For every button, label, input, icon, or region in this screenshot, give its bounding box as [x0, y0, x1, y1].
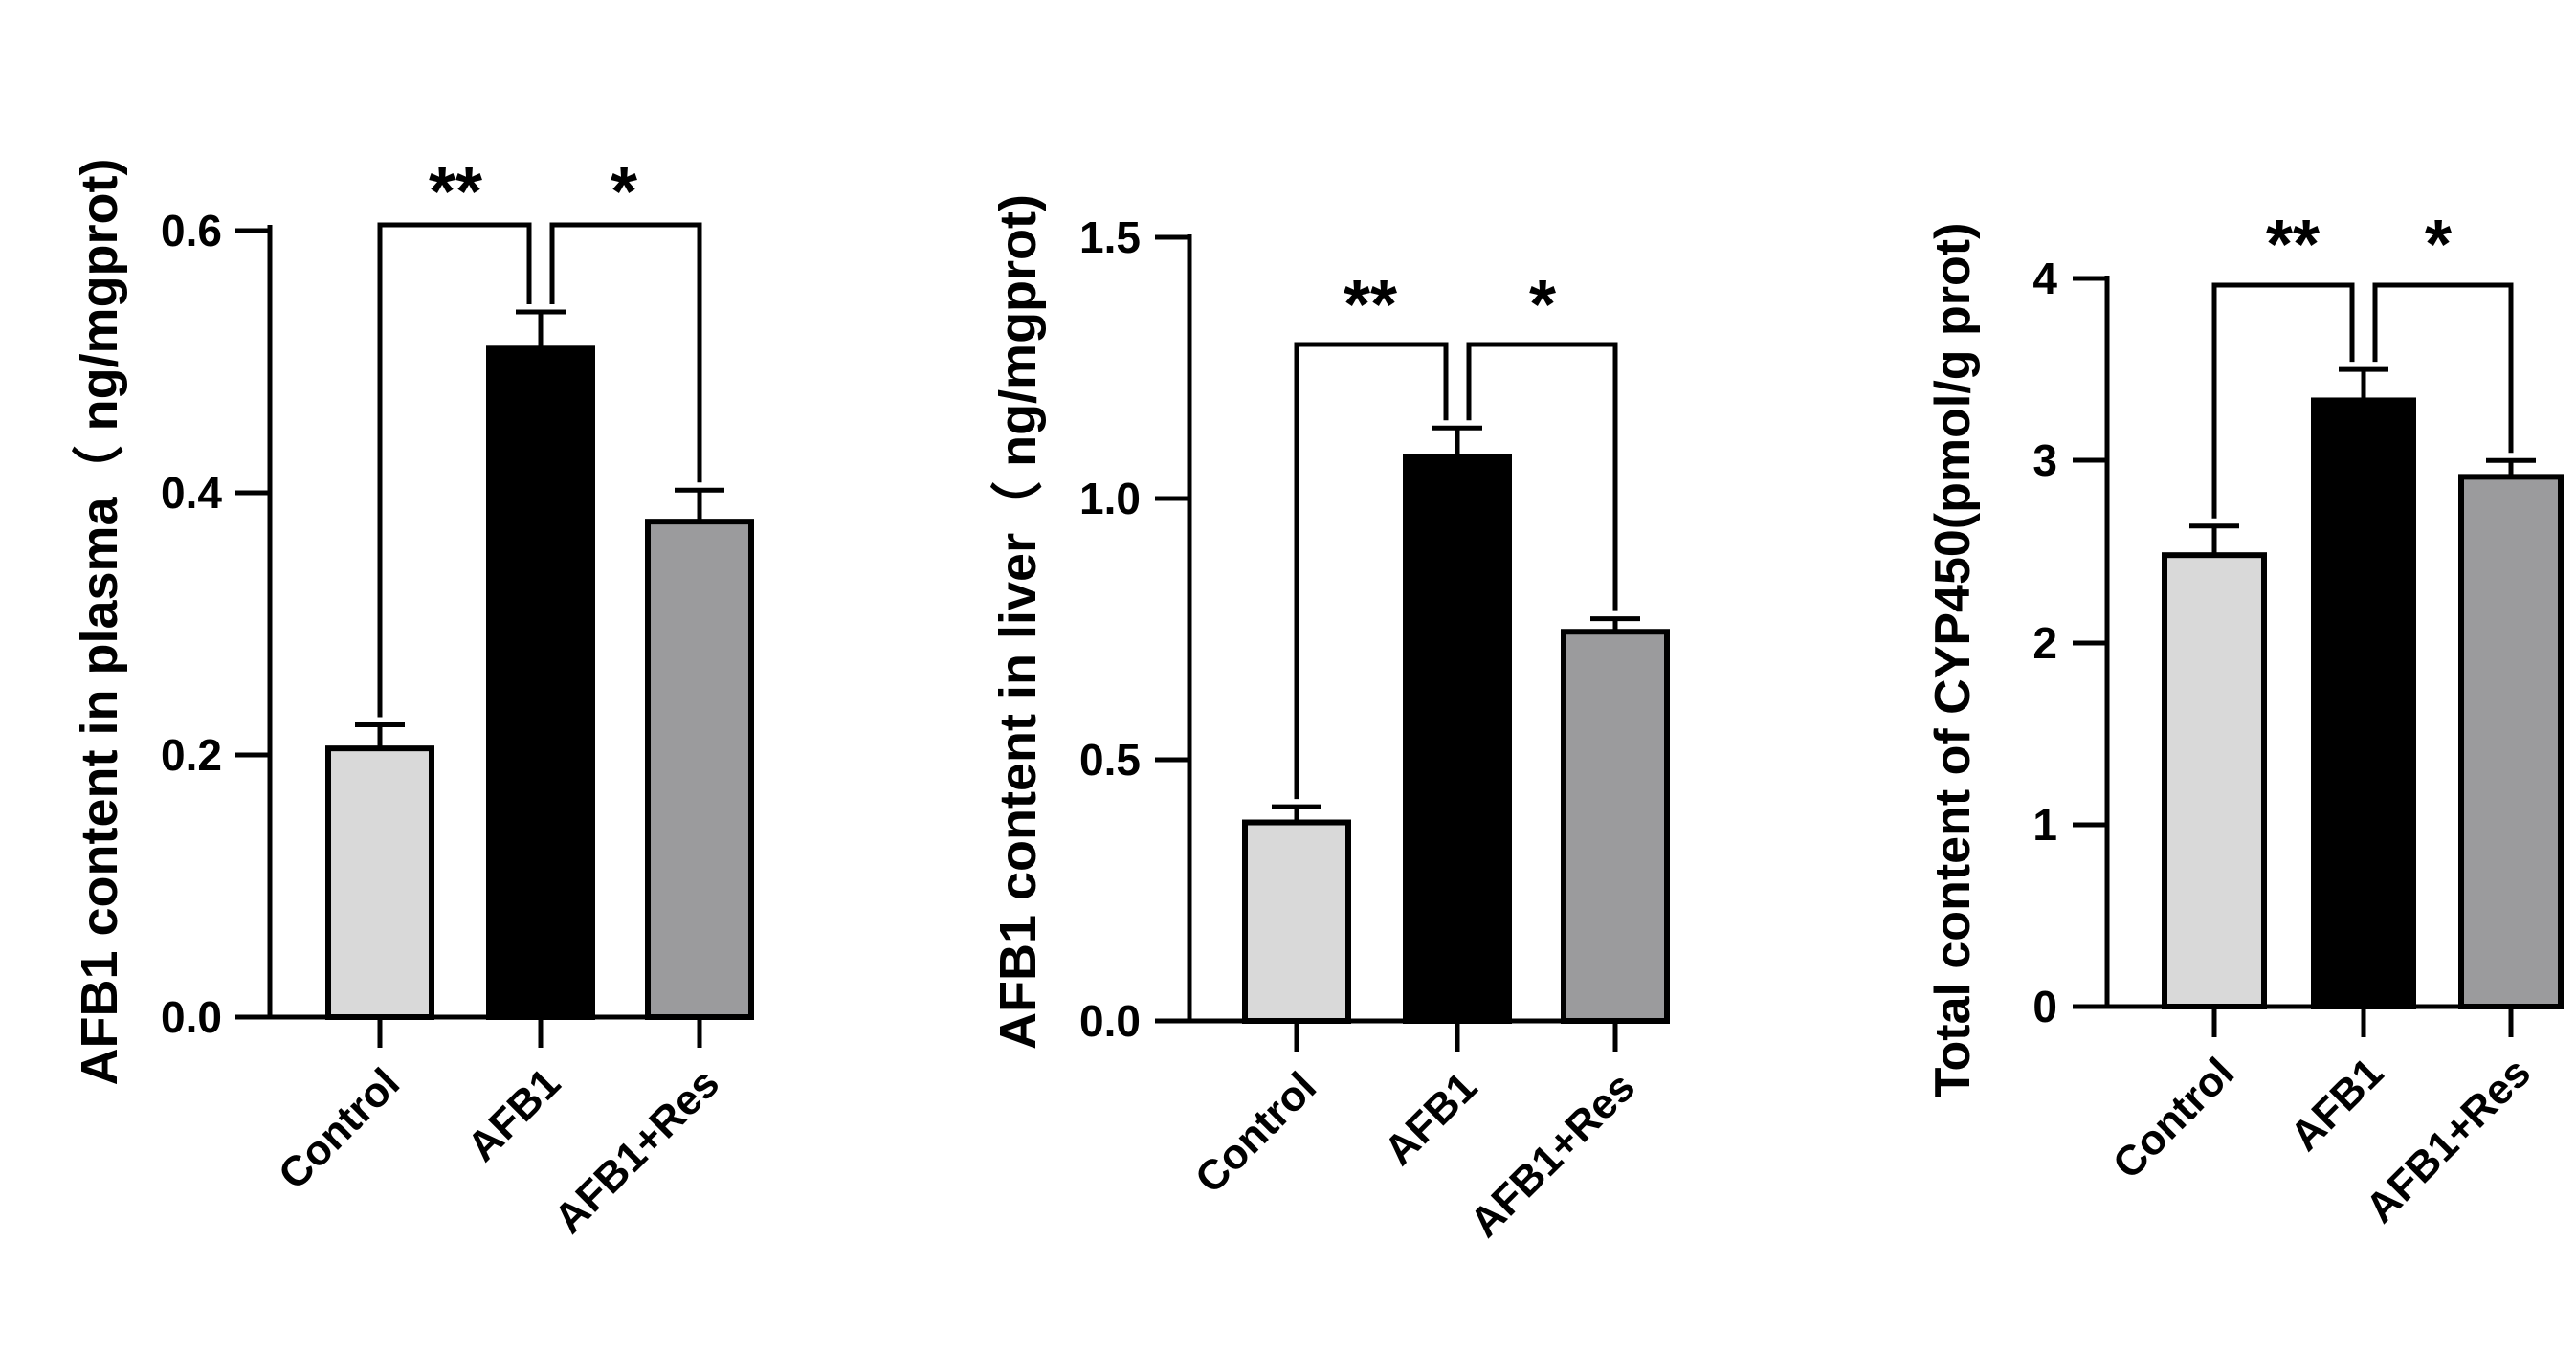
- significance-bracket: [1466, 342, 1618, 611]
- y-tick-labels: 0.0 0.5 1.0 1.5: [1079, 212, 1141, 1046]
- x-axis: [270, 1014, 708, 1048]
- y-tick-label: 3: [2032, 435, 2057, 485]
- bar-afb1-res: [645, 519, 754, 1020]
- x-tick-label: AFB1+Res: [1461, 1063, 1644, 1246]
- y-tick-label: 0.4: [161, 468, 222, 518]
- significance-label: *: [2425, 207, 2452, 283]
- y-axis: [235, 225, 273, 1020]
- chart-panel-cyp450: 0 1 2 3 4 Total content of CYP450(pmol/g…: [1925, 207, 2564, 1232]
- y-tick-label: 2: [2032, 618, 2057, 668]
- y-tick-label: 1.0: [1079, 474, 1141, 523]
- y-axis-label: AFB1 content in liver（ ng/mgprot): [989, 194, 1047, 1050]
- x-tick-label: Control: [270, 1059, 409, 1198]
- y-tick-label: 0.2: [161, 730, 222, 780]
- significance-label: *: [611, 154, 637, 231]
- bar-marks: [2162, 282, 2564, 1009]
- significance-label: **: [2266, 207, 2320, 283]
- x-tick-label: AFB1+Res: [545, 1059, 728, 1242]
- x-tick-labels: Control AFB1 AFB1+Res: [1187, 1063, 1644, 1246]
- significance-markers: ** *: [1344, 267, 1556, 344]
- significance-bracket: [377, 222, 532, 718]
- y-tick-label: 0.0: [161, 992, 222, 1042]
- significance-markers: ** *: [429, 154, 637, 231]
- y-axis: [2073, 276, 2110, 1009]
- bar-afb1-res: [1561, 629, 1670, 1024]
- x-tick-labels: Control AFB1 AFB1+Res: [2104, 1049, 2540, 1231]
- x-tick-labels: Control AFB1 AFB1+Res: [270, 1059, 728, 1242]
- significance-bracket: [1294, 342, 1449, 800]
- bar-afb1: [1403, 454, 1512, 1024]
- x-axis: [1189, 1018, 1632, 1052]
- bar-marks: [325, 222, 754, 1021]
- y-tick-label: 0.0: [1079, 996, 1141, 1046]
- x-tick-label: AFB1: [458, 1059, 569, 1170]
- y-tick-label: 1: [2032, 800, 2057, 850]
- y-tick-labels: 0.0 0.2 0.4 0.6: [161, 206, 222, 1042]
- bar-afb1: [2311, 397, 2416, 1009]
- bar-afb1-res: [2458, 474, 2564, 1009]
- significance-label: *: [1529, 267, 1556, 344]
- y-tick-label: 1.5: [1079, 212, 1141, 262]
- chart-panel-liver: 0.0 0.5 1.0 1.5 AFB1 content in liver（ n…: [989, 194, 1670, 1247]
- x-tick-label: AFB1: [2281, 1049, 2392, 1160]
- y-tick-label: 0.6: [161, 206, 222, 255]
- bar-control: [1242, 819, 1351, 1025]
- x-axis: [2107, 1004, 2545, 1037]
- y-axis-label: AFB1 content in plasma（ ng/mgprot): [71, 158, 128, 1085]
- significance-bracket: [2372, 282, 2514, 454]
- significance-label: **: [429, 154, 482, 231]
- y-axis-label: Total content of CYP450(pmol/g prot): [1925, 223, 1981, 1098]
- x-tick-label: Control: [1187, 1063, 1325, 1202]
- chart-panel-plasma: 0.0 0.2 0.4 0.6 AFB1 content in plasma（ …: [71, 154, 754, 1243]
- bar-control: [325, 745, 434, 1021]
- significance-bracket: [2211, 282, 2355, 519]
- y-axis: [1155, 234, 1192, 1024]
- x-tick-label: AFB1: [1375, 1063, 1486, 1174]
- bar-afb1: [486, 345, 595, 1020]
- bar-marks: [1242, 342, 1670, 1025]
- y-tick-label: 4: [2032, 254, 2057, 303]
- significance-bracket: [549, 222, 702, 483]
- bar-control: [2162, 552, 2267, 1009]
- y-tick-labels: 0 1 2 3 4: [2032, 254, 2057, 1031]
- y-tick-label: 0.5: [1079, 735, 1141, 785]
- x-tick-label: Control: [2104, 1049, 2243, 1187]
- significance-markers: ** *: [2266, 207, 2452, 283]
- y-tick-label: 0: [2032, 982, 2057, 1031]
- significance-label: **: [1344, 267, 1397, 344]
